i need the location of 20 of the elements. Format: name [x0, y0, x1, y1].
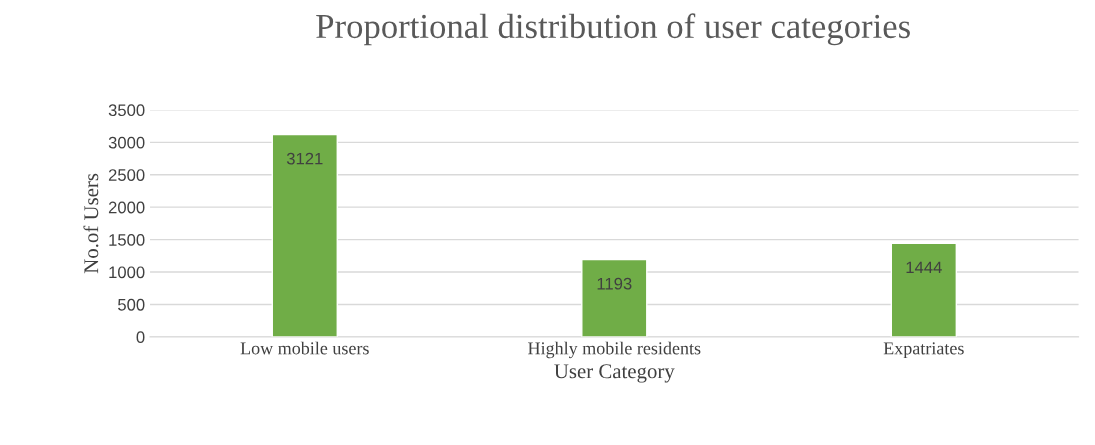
y-axis-title: No.of Users — [83, 173, 99, 274]
chart-title: Proportional distribution of user categories — [316, 13, 910, 46]
bar — [271, 133, 338, 337]
y-tick-label: 1000 — [109, 266, 145, 279]
y-tick-label: 500 — [118, 298, 145, 311]
y-tick-label: 2500 — [108, 169, 145, 181]
x-tick-label: Expatriates — [883, 342, 964, 359]
bar — [581, 258, 648, 337]
data-label: 1193 — [597, 277, 632, 290]
data-label: 3121 — [286, 152, 323, 165]
y-tick-label: 3000 — [108, 136, 145, 149]
y-tick-label: 0 — [136, 331, 145, 344]
y-tick-label: 2000 — [108, 201, 145, 214]
data-label: 1444 — [906, 261, 942, 274]
x-tick-label: Low mobile users — [240, 341, 369, 355]
bar — [890, 242, 958, 337]
y-tick-label: 3500 — [108, 104, 145, 117]
x-tick-label: Highly mobile residents — [528, 341, 701, 359]
x-axis-title: User Category — [554, 364, 675, 383]
y-tick-label: 1500 — [109, 234, 145, 246]
